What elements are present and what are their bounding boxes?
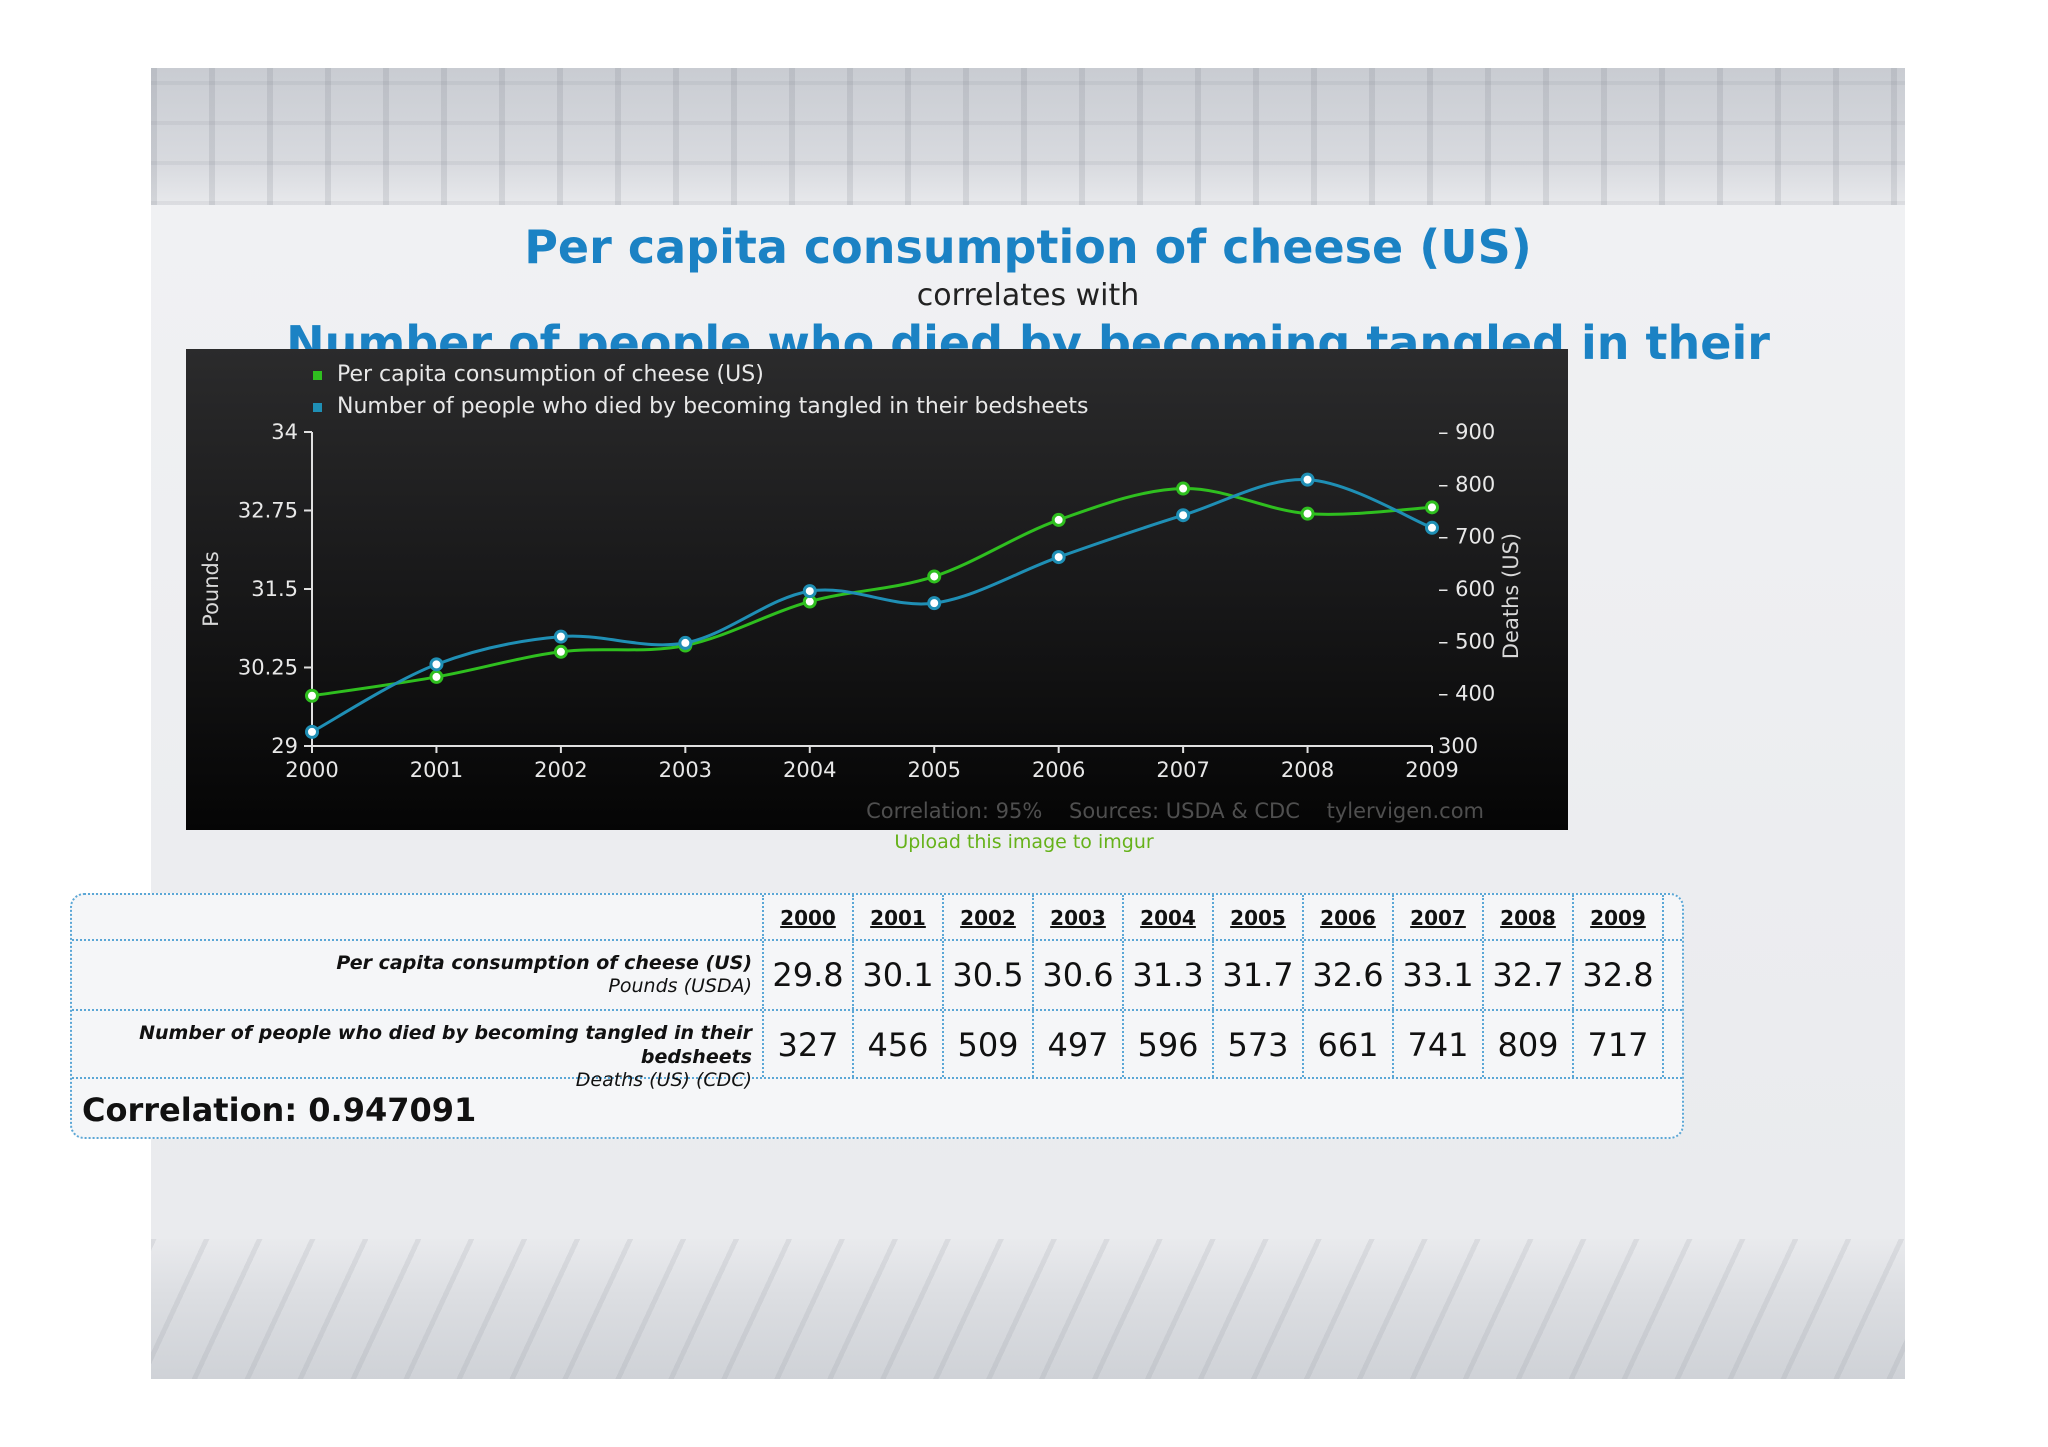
year-header-2002: 2002 xyxy=(944,895,1034,939)
cheese-value-2004: 31.3 xyxy=(1124,941,1214,1009)
left-tick-label: 29 xyxy=(271,734,298,758)
year-header-2006: 2006 xyxy=(1304,895,1394,939)
cheese-value-2008: 32.7 xyxy=(1484,941,1574,1009)
background-photo-bottom xyxy=(151,1239,1905,1379)
right-tick-label: – 800 xyxy=(1438,472,1495,496)
table-header-row: 2000 2001 2002 2003 2004 2005 2006 2007 2008 2009 xyxy=(72,895,1682,941)
data-point-deaths-2001 xyxy=(429,657,444,672)
x-tick-label: 2002 xyxy=(534,758,587,782)
left-axis-title: Pounds xyxy=(199,551,223,627)
data-point-deaths-2004 xyxy=(802,584,817,599)
left-tick-label: 34 xyxy=(271,420,298,444)
cheese-value-2009: 32.8 xyxy=(1574,941,1664,1009)
x-tick-label: 2008 xyxy=(1281,758,1334,782)
legend-swatch-cheese xyxy=(313,371,322,380)
right-tick-label: – 900 xyxy=(1438,420,1495,444)
deaths-row-unit: Deaths (US) (CDC) xyxy=(575,1069,752,1091)
year-header-2008: 2008 xyxy=(1484,895,1574,939)
upload-imgur-link[interactable]: Upload this image to imgur xyxy=(894,831,1154,853)
deaths-value-2000: 327 xyxy=(764,1011,854,1077)
x-tick-label: 2003 xyxy=(659,758,712,782)
cheese-value-2007: 33.1 xyxy=(1394,941,1484,1009)
left-tick-label: 30.25 xyxy=(238,656,298,680)
cheese-value-2002: 30.5 xyxy=(944,941,1034,1009)
legend-swatch-deaths xyxy=(313,403,322,412)
right-tick-label: – 500 xyxy=(1438,629,1495,653)
deaths-value-2009: 717 xyxy=(1574,1011,1664,1077)
right-tick-label: – 400 xyxy=(1438,682,1495,706)
series-line-cheese xyxy=(311,487,1433,698)
x-tick-label: 2009 xyxy=(1405,758,1458,782)
table-row-deaths: Number of people who died by becoming ta… xyxy=(72,1011,1682,1091)
table-row-cheese: Per capita consumption of cheese (US) Po… xyxy=(72,941,1682,1011)
data-point-cheese-2005 xyxy=(927,569,942,584)
legend-label-deaths: Number of people who died by becoming ta… xyxy=(337,394,1089,419)
data-point-cheese-2000 xyxy=(305,688,319,703)
year-header-2009: 2009 xyxy=(1574,895,1664,939)
x-tick-label: 2005 xyxy=(907,758,960,782)
data-point-deaths-2005 xyxy=(927,596,942,611)
x-tick-label: 2000 xyxy=(285,758,338,782)
deaths-value-2001: 456 xyxy=(854,1011,944,1077)
data-point-deaths-2006 xyxy=(1051,550,1066,565)
data-table: 2000 2001 2002 2003 2004 2005 2006 2007 2008 2009… xyxy=(70,893,1684,1139)
cheese-row-label: Per capita consumption of cheese (US) xyxy=(336,952,752,974)
data-point-deaths-2002 xyxy=(553,629,568,644)
year-header-2003: 2003 xyxy=(1034,895,1124,939)
data-point-deaths-2009 xyxy=(1425,520,1439,535)
year-header-2001: 2001 xyxy=(854,895,944,939)
deaths-label-cell: Number of people who died by becoming ta… xyxy=(72,1011,764,1091)
background-photo-top xyxy=(151,68,1905,205)
x-tick-label: 2007 xyxy=(1156,758,1209,782)
correlation-value: Correlation: 0.947091 xyxy=(82,1091,477,1129)
cheese-value-2003: 30.6 xyxy=(1034,941,1124,1009)
chart-svg: Per capita consumption of cheese (US) Nu… xyxy=(199,362,1523,823)
series-line-deaths xyxy=(311,478,1433,734)
deaths-value-2002: 509 xyxy=(944,1011,1034,1077)
left-tick-label: 31.5 xyxy=(251,577,298,601)
data-point-cheese-2009 xyxy=(1425,500,1439,515)
year-header-2005: 2005 xyxy=(1214,895,1304,939)
data-point-deaths-2008 xyxy=(1300,472,1315,487)
year-header-2000: 2000 xyxy=(764,895,854,939)
deaths-value-2004: 596 xyxy=(1124,1011,1214,1077)
deaths-value-2005: 573 xyxy=(1214,1011,1304,1077)
x-tick-label: 2006 xyxy=(1032,758,1085,782)
data-point-deaths-2007 xyxy=(1176,508,1191,523)
left-tick-label: 32.75 xyxy=(238,499,298,523)
deaths-value-2007: 741 xyxy=(1394,1011,1484,1077)
cheese-value-2006: 32.6 xyxy=(1304,941,1394,1009)
deaths-value-2003: 497 xyxy=(1034,1011,1124,1077)
data-point-cheese-2002 xyxy=(553,644,568,659)
chart-footer: Correlation: 95% Sources: USDA & CDC tyl… xyxy=(866,799,1484,823)
cheese-value-2005: 31.7 xyxy=(1214,941,1304,1009)
cheese-label-cell: Per capita consumption of cheese (US) Po… xyxy=(72,941,764,1009)
right-tick-label: – 600 xyxy=(1438,577,1495,601)
year-header-2007: 2007 xyxy=(1394,895,1484,939)
x-tick-label: 2004 xyxy=(783,758,836,782)
cheese-value-2000: 29.8 xyxy=(764,941,854,1009)
deaths-row-label: Number of people who died by becoming ta… xyxy=(139,1022,752,1068)
chart: Per capita consumption of cheese (US) Nu… xyxy=(186,349,1568,830)
data-point-cheese-2001 xyxy=(429,669,444,684)
legend-label-cheese: Per capita consumption of cheese (US) xyxy=(337,362,764,387)
x-tick-label: 2001 xyxy=(410,758,463,782)
cheese-value-2001: 30.1 xyxy=(854,941,944,1009)
deaths-value-2008: 809 xyxy=(1484,1011,1574,1077)
data-point-deaths-2003 xyxy=(678,635,693,650)
deaths-value-2006: 661 xyxy=(1304,1011,1394,1077)
data-point-cheese-2008 xyxy=(1300,506,1315,521)
data-point-cheese-2007 xyxy=(1176,481,1191,496)
year-header-2004: 2004 xyxy=(1124,895,1214,939)
cheese-row-unit: Pounds (USDA) xyxy=(608,975,752,997)
right-tick-label: 300 xyxy=(1438,734,1478,758)
right-tick-label: – 700 xyxy=(1438,525,1495,549)
title-cheese: Per capita consumption of cheese (US) xyxy=(524,220,1532,274)
right-axis-title: Deaths (US) xyxy=(1499,533,1523,659)
data-point-cheese-2006 xyxy=(1051,512,1066,527)
data-point-deaths-2000 xyxy=(305,724,319,739)
subtitle-correlates: correlates with xyxy=(916,278,1140,313)
header-empty-cell xyxy=(72,895,764,939)
